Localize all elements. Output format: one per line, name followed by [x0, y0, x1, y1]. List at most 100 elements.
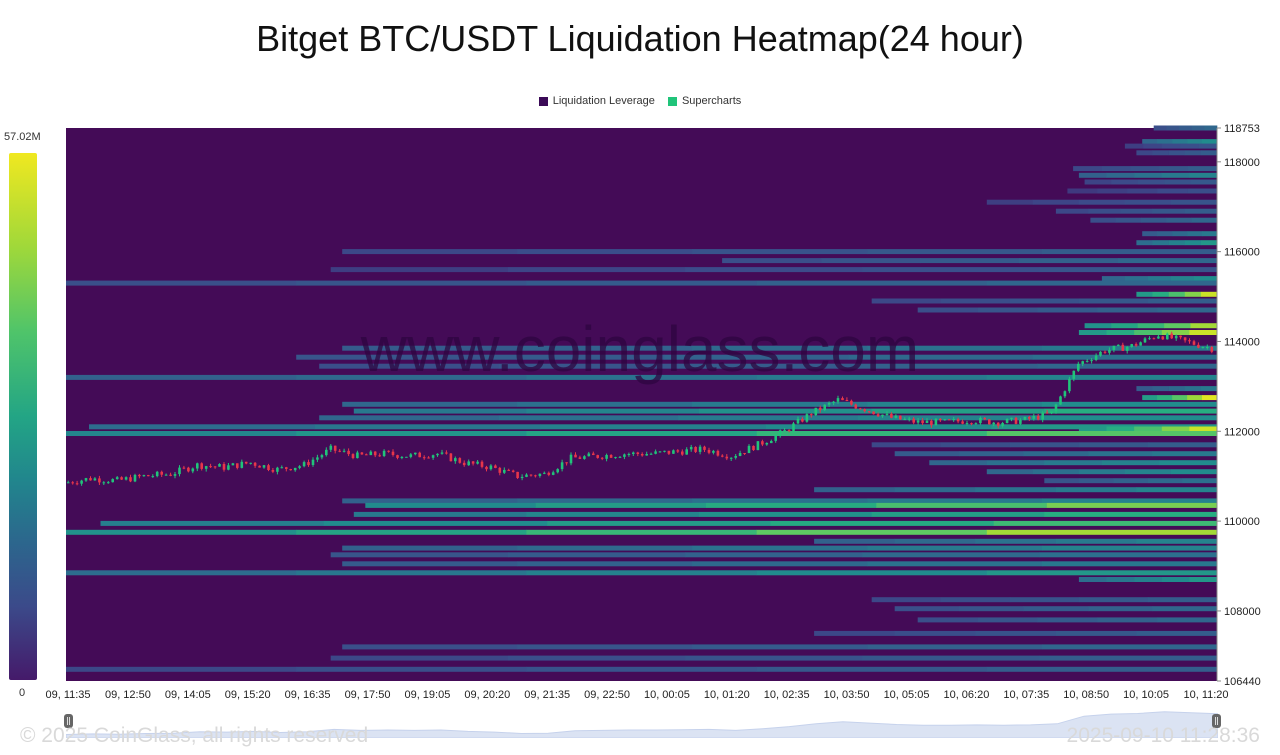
candle-body-114 [574, 454, 577, 458]
liquidation-band-25-seg-3 [857, 363, 1038, 369]
liquidation-band-47-seg-0 [342, 545, 518, 551]
candle-body-61 [338, 450, 341, 452]
liquidation-band-44-seg-2 [547, 520, 771, 526]
candle-body-55 [311, 459, 315, 465]
candle-body-24 [173, 474, 177, 476]
liquidation-band-53-seg-1 [959, 606, 1024, 612]
candle-body-44 [262, 465, 266, 468]
liquidation-band-34-seg-4 [986, 431, 1218, 436]
liquidation-band-57-seg-2 [685, 655, 863, 661]
liquidation-band-43-seg-4 [1044, 511, 1218, 517]
candle-body-214 [1019, 419, 1022, 424]
candle-body-101 [516, 471, 519, 478]
liquidation-band-3-seg-3 [1184, 150, 1202, 156]
navigator-right-handle[interactable] [1212, 714, 1221, 728]
candle-body-26 [182, 467, 186, 469]
liquidation-band-22-seg-1 [1106, 330, 1135, 335]
liquidation-band-52-seg-1 [940, 597, 1011, 603]
liquidation-band-48-seg-4 [1039, 552, 1218, 558]
candle-body-113 [569, 454, 573, 464]
candle-body-168 [814, 407, 818, 416]
liquidation-band-5-seg-4 [1189, 172, 1218, 178]
navigator-left-handle[interactable] [64, 714, 73, 728]
candle-body-73 [391, 451, 395, 455]
liquidation-band-51-seg-1 [1106, 577, 1135, 582]
candle-body-217 [1032, 415, 1036, 419]
liquidation-band-7-seg-1 [1097, 188, 1128, 194]
liquidation-band-52-seg-4 [1147, 597, 1218, 603]
candle-body-202 [965, 423, 969, 425]
y-tick-label-1: 118000 [1224, 157, 1260, 169]
candle-body-135 [667, 450, 671, 454]
liquidation-band-48-seg-0 [330, 552, 509, 558]
candle-body-57 [320, 455, 324, 458]
liquidation-band-44-seg-4 [993, 520, 1218, 526]
liquidation-band-23-seg-3 [867, 345, 1043, 351]
liquidation-band-46-seg-4 [1136, 538, 1218, 544]
liquidation-band-36-seg-2 [1023, 451, 1089, 457]
candle-body-107 [543, 472, 546, 474]
candle-body-34 [218, 464, 221, 467]
candle-body-16 [138, 474, 141, 477]
candle-body-40 [244, 461, 248, 464]
liquidation-band-23-seg-4 [1042, 345, 1218, 351]
candle-body-188 [903, 419, 907, 421]
candle-body-235 [1112, 345, 1116, 350]
liquidation-band-16-seg-4 [1194, 276, 1218, 282]
candle-body-20 [155, 471, 159, 477]
liquidation-band-24-seg-0 [296, 354, 481, 360]
candle-body-157 [765, 443, 769, 445]
liquidation-band-39-seg-1 [1078, 478, 1114, 484]
candle-body-198 [947, 419, 951, 421]
liquidation-band-16-seg-2 [1147, 276, 1172, 282]
liquidation-band-8-seg-3 [1124, 199, 1172, 205]
candle-body-32 [209, 466, 212, 468]
candle-body-118 [592, 453, 595, 455]
liquidation-band-48-seg-2 [685, 552, 863, 558]
liquidation-band-14-seg-0 [722, 258, 822, 264]
liquidation-band-17-seg-1 [296, 280, 527, 286]
liquidation-band-20-seg-2 [1037, 307, 1098, 313]
liquidation-band-37-seg-4 [1159, 460, 1218, 466]
liquidation-band-57-seg-0 [330, 655, 509, 661]
legend-item-supercharts[interactable]: Supercharts [667, 95, 741, 107]
range-navigator[interactable] [64, 706, 1221, 739]
legend: Liquidation Leverage Supercharts [0, 95, 1280, 109]
liquidation-band-26-seg-0 [66, 374, 297, 380]
liquidation-band-30-seg-2 [699, 408, 872, 414]
legend-swatch-supercharts [667, 96, 677, 106]
liquidation-band-2-seg-1 [1143, 143, 1162, 149]
candle-body-19 [151, 476, 155, 478]
candle-body-180 [867, 411, 871, 413]
liquidation-band-30-seg-4 [1044, 408, 1218, 414]
liquidation-band-18-seg-2 [1168, 291, 1186, 297]
candle-body-36 [227, 465, 230, 470]
candle-body-151 [738, 453, 742, 456]
liquidation-band-3-seg-0 [1136, 150, 1153, 156]
liquidation-band-50-seg-2 [526, 570, 757, 576]
candle-body-193 [925, 420, 929, 423]
liquidation-band-0-seg-3 [1191, 125, 1205, 131]
candle-body-58 [325, 449, 328, 456]
liquidation-band-50-seg-3 [756, 570, 988, 576]
liquidation-band-38-seg-4 [1171, 469, 1218, 475]
liquidation-band-11-seg-4 [1202, 231, 1218, 237]
liquidation-band-46-seg-2 [975, 538, 1057, 544]
candle-body-72 [387, 450, 390, 452]
liquidation-band-7-seg-3 [1157, 188, 1188, 194]
liquidation-band-8-seg-1 [1032, 199, 1080, 205]
candle-body-8 [102, 482, 106, 484]
candle-body-192 [921, 420, 924, 424]
candle-body-103 [525, 474, 528, 477]
candle-body-194 [930, 420, 933, 426]
x-tick-label-6: 09, 19:05 [404, 689, 450, 701]
chart-title: Bitget BTC/USDT Liquidation Heatmap(24 h… [256, 18, 1024, 59]
candle-body-12 [120, 477, 123, 480]
liquidation-band-47-seg-3 [867, 545, 1043, 551]
liquidation-band-0-seg-1 [1166, 125, 1180, 131]
candle-body-29 [196, 463, 199, 469]
candle-body-63 [347, 450, 350, 455]
legend-item-liquidation-leverage[interactable]: Liquidation Leverage [538, 95, 655, 107]
candle-body-56 [316, 457, 319, 460]
liquidation-band-50-seg-1 [296, 570, 527, 576]
